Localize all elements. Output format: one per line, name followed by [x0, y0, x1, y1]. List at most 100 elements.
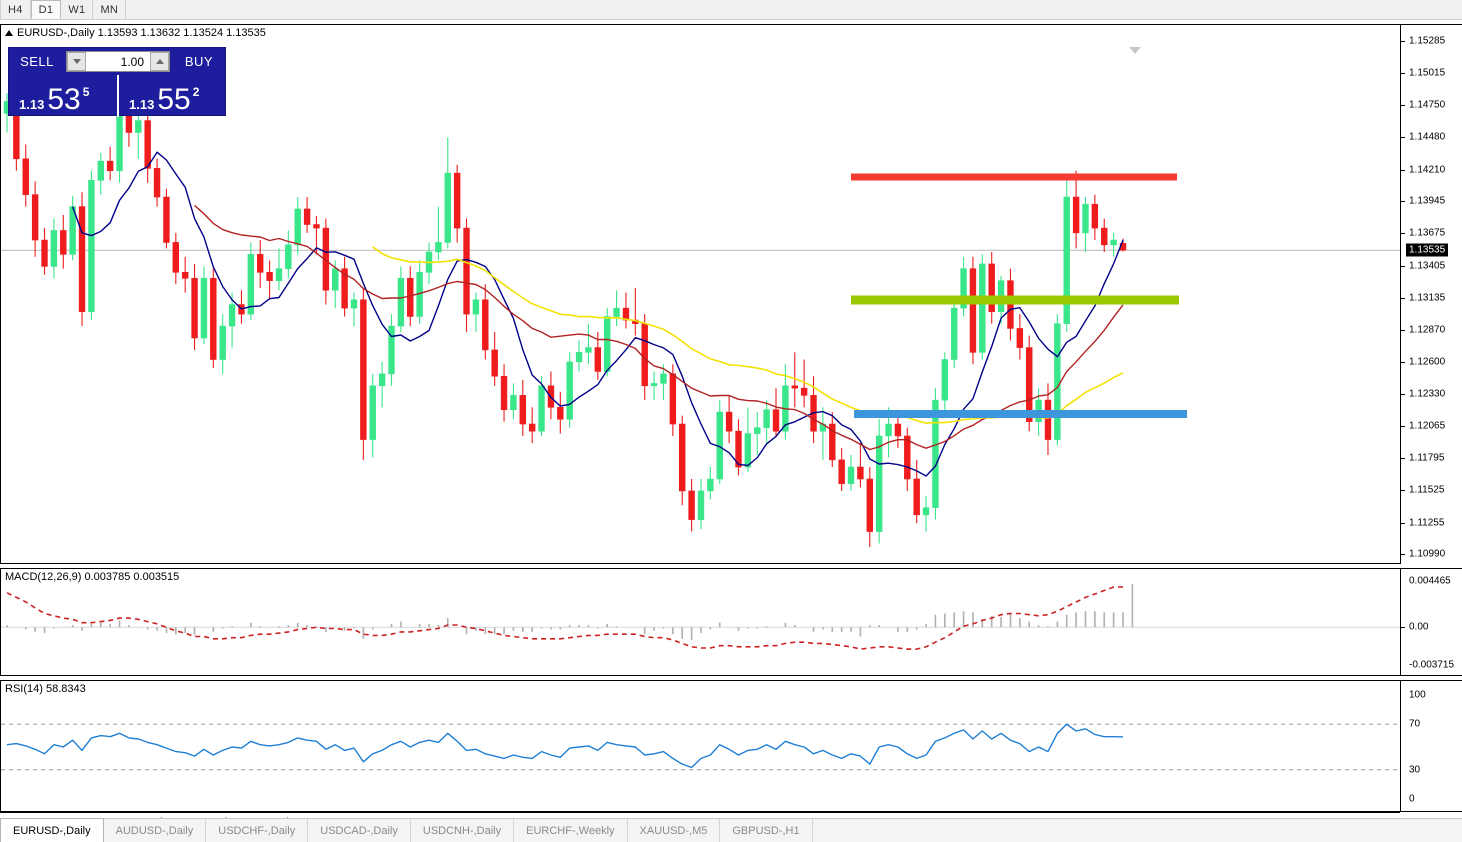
timeframe-button-d1[interactable]: D1 [30, 0, 62, 19]
candle-body [1082, 203, 1089, 234]
price-scale-label: 1.14210 [1409, 164, 1446, 176]
candle-body [913, 478, 920, 516]
candle-body [866, 478, 873, 532]
price-scale[interactable]: 1.15285 1.15015 1.14750 1.14480 1.14210 1.139… [1400, 24, 1462, 564]
price-scale-tick [1401, 41, 1405, 43]
candle-body [388, 325, 395, 375]
collapse-triangle-icon[interactable] [5, 30, 13, 37]
rsi-scale-label: 70 [1409, 718, 1421, 730]
candle-body [360, 299, 367, 440]
macd-scale-label: 0.004465 [1409, 575, 1451, 587]
chart-tab-usdcnh-daily[interactable]: USDCNH-,Daily [410, 819, 515, 842]
candle-body [1007, 280, 1014, 329]
candle-body [650, 383, 658, 387]
candle-body [725, 411, 733, 432]
price-chart-pane[interactable]: EURUSD-,Daily 1.13593 1.13632 1.13524 1.… [0, 24, 1400, 564]
timeframe-button-mn[interactable]: MN [93, 0, 127, 19]
candle-body [1026, 347, 1033, 422]
sell-price-main: 53 [47, 83, 81, 116]
price-scale-tick [1401, 329, 1405, 331]
volume-increment-button[interactable] [150, 52, 169, 71]
candle-body [472, 299, 480, 315]
candle-body [528, 423, 536, 432]
chart-tab-eurusd-daily[interactable]: EURUSD-,Daily [0, 818, 104, 842]
candle-body [482, 299, 489, 351]
chart-tab-eurchf-weekly[interactable]: EURCHF-,Weekly [514, 819, 628, 842]
rsi-label: RSI(14) 58.8343 [5, 683, 86, 695]
candle-body [875, 435, 883, 532]
candle-body [275, 268, 283, 281]
sell-label: SELL [20, 54, 54, 69]
price-scale-label: 1.13405 [1409, 260, 1446, 272]
chevron-up-icon [155, 59, 164, 64]
candle-body [397, 277, 405, 327]
candle-body [228, 304, 236, 327]
tab-bar-filler [812, 819, 1462, 842]
candle-body [50, 230, 58, 267]
chart-tab-xauusd-m5[interactable]: XAUUSD-,M5 [627, 819, 721, 842]
timeframe-button-h4[interactable]: H4 [0, 0, 31, 19]
candles-group [3, 57, 1127, 548]
volume-value[interactable]: 1.00 [120, 54, 144, 69]
candle-body [1110, 239, 1117, 246]
timeframe-toolbar: H4 D1 W1 MN [0, 0, 1462, 20]
macd-scale: 0.004465 0.00 -0.003715 [1400, 568, 1462, 676]
candle-body [566, 361, 573, 420]
candle-body [575, 352, 583, 363]
rsi-scale: 100 70 30 0 [1400, 680, 1462, 812]
chart-tab-audusd-daily[interactable]: AUDUSD-,Daily [103, 819, 207, 842]
volume-input[interactable]: 1.00 [66, 51, 170, 72]
candle-body [257, 254, 264, 273]
candle-body [594, 347, 602, 372]
one-click-trading-panel[interactable]: SELL 1.00 BUY 1.13 [8, 47, 227, 117]
candle-body [341, 268, 348, 309]
rsi-line [6, 723, 1124, 769]
candle-body [988, 263, 995, 313]
buy-button[interactable]: 1.13 55 2 [117, 75, 227, 117]
candle-body [1044, 399, 1052, 440]
macd-pane[interactable]: MACD(12,26,9) 0.003785 0.003515 [0, 568, 1400, 676]
volume-decrement-button[interactable] [67, 52, 86, 71]
candle-body [613, 307, 620, 317]
candle-body [979, 263, 986, 353]
chart-area: EURUSD-,Daily 1.13593 1.13632 1.13524 1.… [0, 20, 1462, 836]
candle-body [31, 194, 39, 241]
candle-body [538, 385, 545, 432]
chart-tab-usdcad-daily[interactable]: USDCAD-,Daily [308, 819, 411, 842]
candle-body [369, 385, 376, 440]
candle-body [294, 208, 301, 246]
candle-body [960, 268, 967, 309]
candle-body [106, 160, 114, 172]
price-scale-tick [1401, 201, 1405, 203]
chart-tab-usdchf-daily[interactable]: USDCHF-,Daily [206, 819, 309, 842]
candle-body [144, 120, 151, 169]
candle-body [463, 227, 470, 315]
sell-price-fraction: 5 [82, 85, 90, 99]
candle-body [557, 407, 564, 420]
candle-body [200, 277, 208, 339]
price-scale-label: 1.14480 [1409, 131, 1446, 143]
candle-body [453, 172, 461, 229]
timeframe-button-w1[interactable]: W1 [61, 0, 94, 19]
candle-body [407, 277, 414, 317]
chart-tab-gbpusd-h1[interactable]: GBPUSD-,H1 [720, 819, 813, 842]
price-scale-tick [1401, 73, 1405, 75]
candle-body [172, 242, 180, 273]
chart-shift-marker-icon[interactable] [1129, 47, 1141, 54]
sell-button[interactable]: 1.13 53 5 [9, 75, 117, 117]
price-scale-label: 1.12065 [1409, 420, 1446, 432]
candle-body [688, 490, 695, 520]
candle-body [707, 478, 714, 492]
toolbar-filler [126, 0, 1462, 19]
macd-signal-line [6, 586, 1124, 650]
price-scale-tick [1401, 458, 1405, 460]
candle-body [435, 242, 442, 253]
candle-body [135, 120, 142, 133]
price-scale-tick [1401, 394, 1405, 396]
candle-body [969, 268, 977, 353]
candle-body [163, 196, 170, 243]
rsi-pane[interactable]: RSI(14) 58.8343 [0, 680, 1400, 812]
price-scale-tick [1401, 265, 1405, 267]
price-scale-tick [1401, 169, 1405, 171]
ma-mid-line [194, 204, 1124, 451]
